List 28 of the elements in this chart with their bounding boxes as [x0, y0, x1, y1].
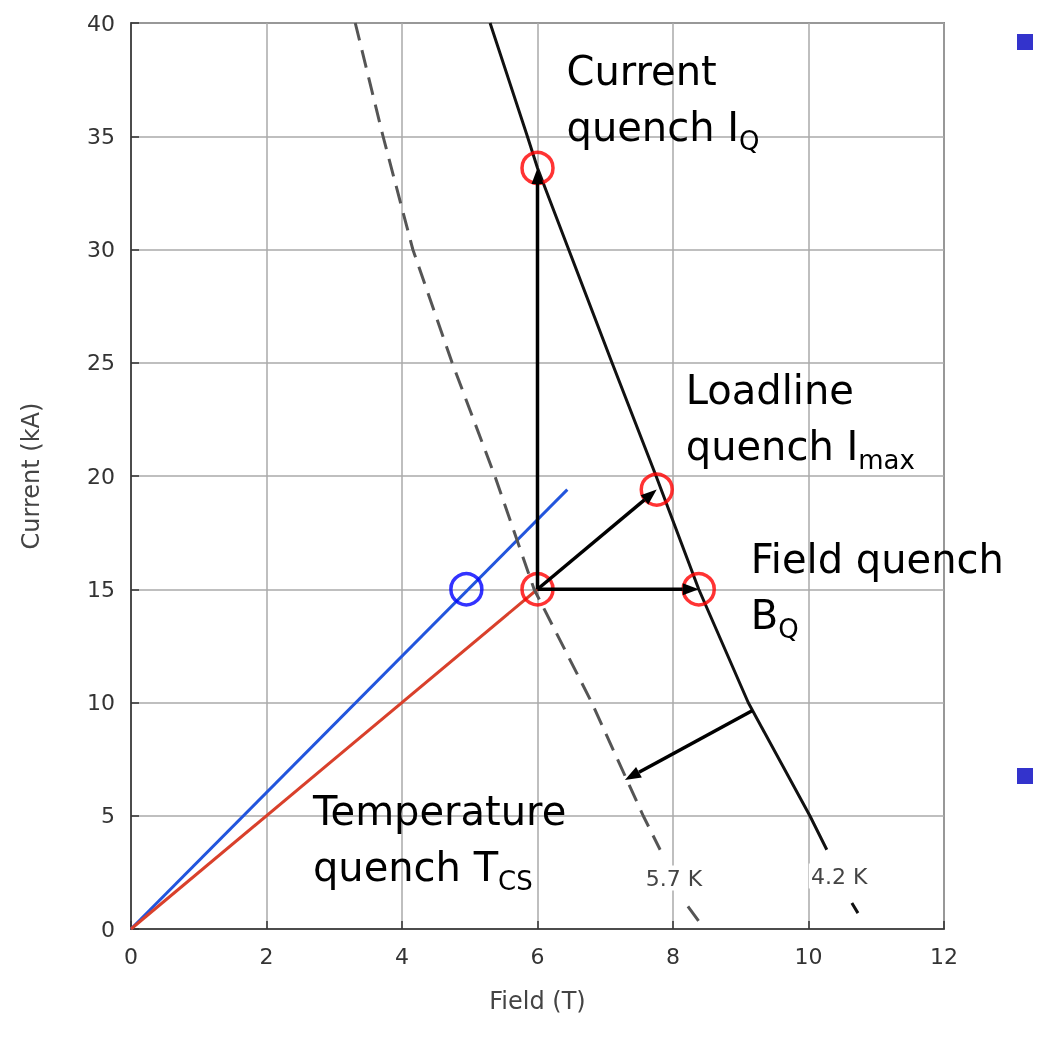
annotation: Temperature quench T$_{CS}$: [312, 786, 568, 897]
y-tick-label: 25: [87, 350, 115, 376]
y-tick-label: 40: [87, 10, 115, 36]
point: [520, 150, 555, 186]
x-tick-label: 12: [930, 943, 958, 969]
y-tick-label: 5: [101, 803, 115, 829]
x-tick-label: 2: [259, 943, 274, 969]
x-tick-label: 4: [395, 943, 409, 969]
annotation: Current quench I$_{Q}$: [566, 46, 761, 157]
point: [681, 572, 716, 607]
x-tick-label: 10: [794, 943, 823, 969]
annotation: Loadline quench I$_{max}$: [685, 365, 916, 475]
x-tick-label: 0: [124, 943, 138, 969]
y-tick-label: 30: [87, 237, 115, 262]
y-tick-label: 10: [87, 690, 115, 715]
y-tick-label: 35: [87, 123, 115, 149]
y-tick-label: 15: [87, 576, 115, 602]
x-tick-label: 8: [666, 943, 680, 969]
series-label: 4.2 K: [809, 863, 870, 889]
y-tick-label: 20: [87, 463, 115, 489]
x-axis-title: Field (T): [489, 987, 586, 1015]
annotation: Field quench B$_{Q}$: [750, 535, 1005, 645]
y-axis-title: Current (kA): [17, 402, 45, 550]
series-label: 5.7 K: [643, 865, 705, 891]
point: [449, 572, 484, 607]
point: [639, 472, 674, 507]
y-tick-label: 0: [101, 916, 115, 942]
x-tick-label: 6: [530, 943, 545, 969]
